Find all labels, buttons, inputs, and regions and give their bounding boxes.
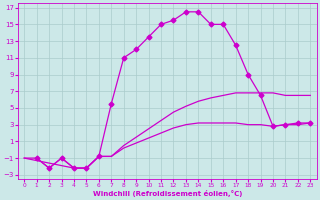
X-axis label: Windchill (Refroidissement éolien,°C): Windchill (Refroidissement éolien,°C) [92, 190, 242, 197]
